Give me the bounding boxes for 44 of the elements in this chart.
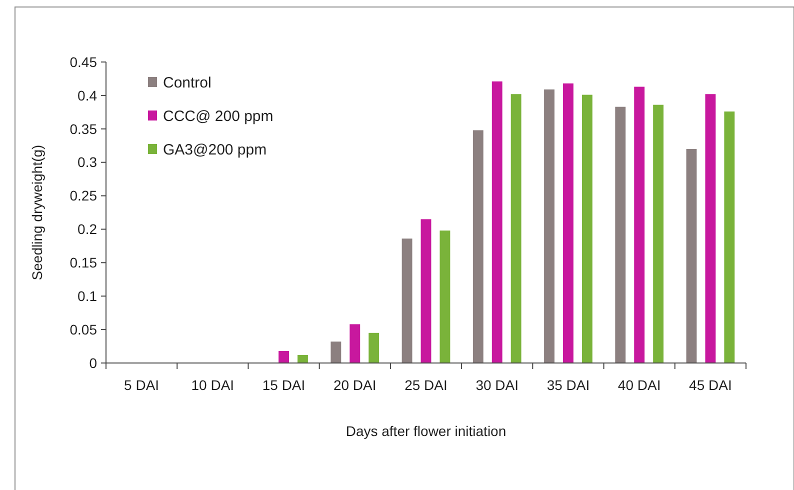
- bar: [634, 86, 645, 363]
- bar: [350, 324, 360, 363]
- bar: [440, 230, 450, 363]
- y-tick-label: 0.25: [70, 188, 98, 204]
- x-tick-label: 15 DAI: [262, 377, 306, 393]
- bar: [615, 106, 626, 363]
- y-tick-label: 0.1: [78, 288, 98, 304]
- bar: [330, 342, 342, 363]
- y-axis-title: Seedling dryweight(g): [29, 144, 45, 280]
- x-tick-label: 5 DAI: [124, 377, 160, 393]
- x-tick-label: 10 DAI: [191, 377, 234, 393]
- y-tick-label: 0: [89, 354, 98, 371]
- x-tick-label: 25 DAI: [404, 377, 448, 393]
- y-tick-label: 0.45: [70, 54, 98, 70]
- bar: [492, 81, 502, 363]
- y-tick-label: 0.3: [78, 154, 98, 170]
- bar: [298, 354, 308, 363]
- bar: [544, 89, 554, 363]
- bar: [653, 104, 664, 363]
- bar: [472, 130, 484, 363]
- x-tick-label: 20 DAI: [333, 377, 376, 393]
- y-tick-label: 0.15: [70, 254, 98, 271]
- x-axis-title: Days after flower initiation: [346, 423, 506, 439]
- y-tick-label: 0.35: [70, 120, 98, 137]
- bar: [563, 83, 574, 363]
- x-tick-label: 35 DAI: [546, 377, 590, 393]
- bar: [278, 350, 289, 363]
- x-tick-label: 45 DAI: [689, 377, 732, 393]
- legend-label: GA3@200 ppm: [163, 141, 267, 158]
- y-tick-label: 0.2: [78, 221, 98, 238]
- legend-label: Control: [163, 74, 212, 92]
- bar: [686, 148, 697, 363]
- bar: [402, 238, 412, 363]
- x-tick-label: 40 DAI: [618, 377, 661, 393]
- y-tick-label: 0.4: [78, 87, 98, 104]
- bar: [368, 332, 380, 363]
- bar: [705, 94, 716, 363]
- y-tick-label: 0.05: [70, 321, 98, 338]
- legend-label: CCC@ 200 ppm: [163, 108, 274, 125]
- bar: [582, 94, 592, 363]
- bar: [420, 219, 432, 363]
- bar: [510, 94, 522, 363]
- bar: [724, 112, 735, 363]
- x-tick-label: 30 DAI: [476, 377, 519, 393]
